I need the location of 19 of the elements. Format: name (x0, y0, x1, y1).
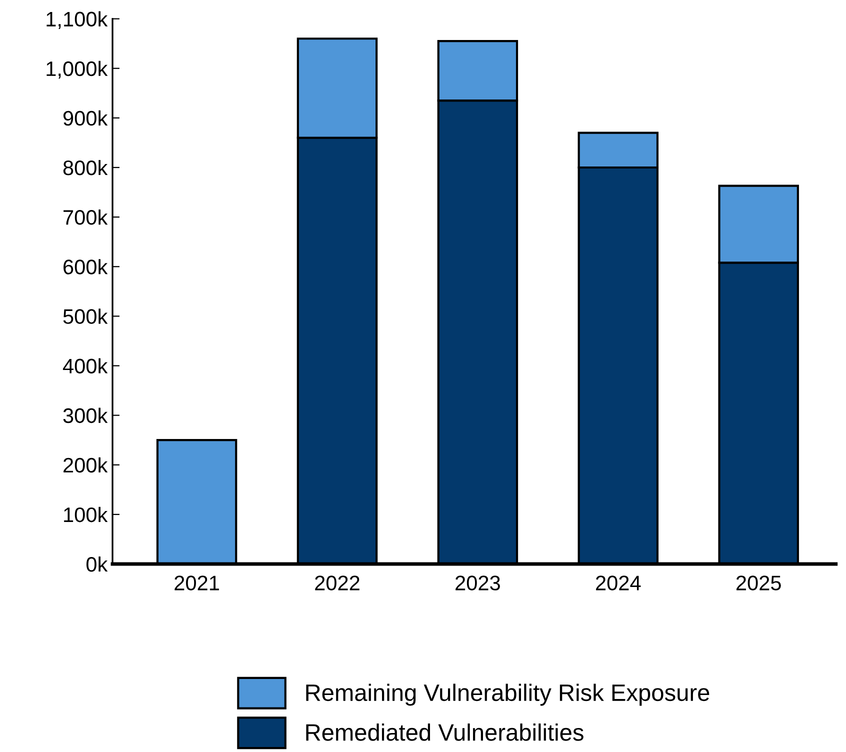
legend-label: Remediated Vulnerabilities (306, 724, 584, 741)
y-tick-label: 500k (63, 308, 108, 324)
y-tick-label: 400k (62, 358, 108, 374)
x-tick-label: 2024 (596, 576, 641, 590)
y-tick-label: 0k (86, 556, 108, 572)
x-tick-label: 2025 (736, 576, 781, 590)
x-tick-label: 2021 (174, 576, 219, 590)
x-tick-label: 2023 (456, 576, 500, 590)
y-tick-label: 800k (63, 160, 108, 176)
y-tick-label: 900k (63, 110, 108, 126)
y-tick-label: 1,000k (46, 60, 108, 79)
y-tick-label: 100k (64, 506, 108, 522)
x-tick-label: 2022 (315, 576, 360, 590)
y-tick-label: 700k (64, 210, 108, 225)
y-tick-label: 300k (63, 408, 108, 424)
y-tick-label: 200k (64, 457, 108, 473)
legend-label: Remaining Vulnerability Risk Exposure (306, 684, 710, 706)
y-tick-label: 1,100k (46, 11, 108, 30)
y-tick-label: 600k (64, 259, 108, 274)
